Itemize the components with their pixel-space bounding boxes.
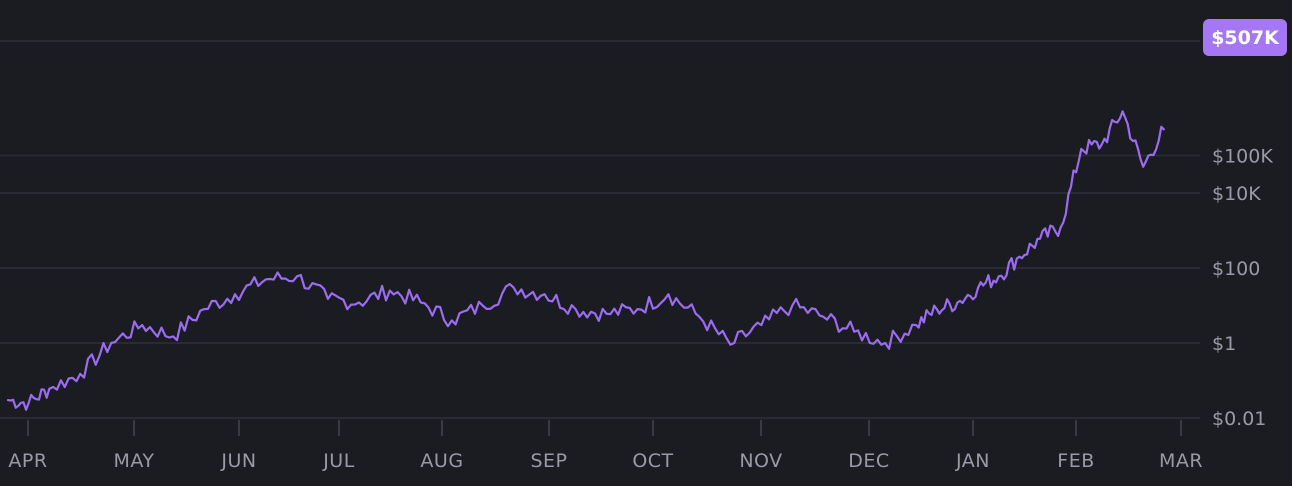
x-tick-label: JUN	[220, 450, 256, 472]
x-tick-label: MAR	[1159, 450, 1203, 472]
current-value-badge: $507K	[1203, 19, 1287, 56]
current-value-label: $507K	[1211, 27, 1280, 49]
x-tick-label: OCT	[632, 450, 673, 472]
x-tick-label: JAN	[955, 450, 990, 472]
grid-layer	[0, 40, 1200, 419]
x-tick-label: AUG	[420, 450, 463, 472]
y-axis-labels: $0.01 $1 $100 $10K $100K	[1212, 146, 1273, 431]
x-axis-labels: APR MAY JUN JUL AUG SEP OCT NOV DEC JAN FEB MAR	[8, 420, 1203, 472]
x-tick-label: JUL	[322, 450, 355, 472]
y-tick-label: $100K	[1212, 146, 1273, 168]
y-tick-label: $1	[1212, 333, 1236, 355]
x-tick-label: DEC	[848, 450, 889, 472]
x-tick-label: MAY	[113, 450, 154, 472]
x-tick-label: NOV	[739, 450, 782, 472]
price-line	[6, 110, 1165, 411]
y-tick-label: $0.01	[1212, 408, 1266, 430]
y-tick-label: $10K	[1212, 183, 1261, 205]
x-tick-label: SEP	[530, 450, 567, 472]
current-value-badge-bg	[1203, 19, 1287, 56]
y-tick-label: $100	[1212, 258, 1260, 280]
x-tick-label: FEB	[1057, 450, 1094, 472]
x-tick-label: APR	[8, 450, 47, 472]
